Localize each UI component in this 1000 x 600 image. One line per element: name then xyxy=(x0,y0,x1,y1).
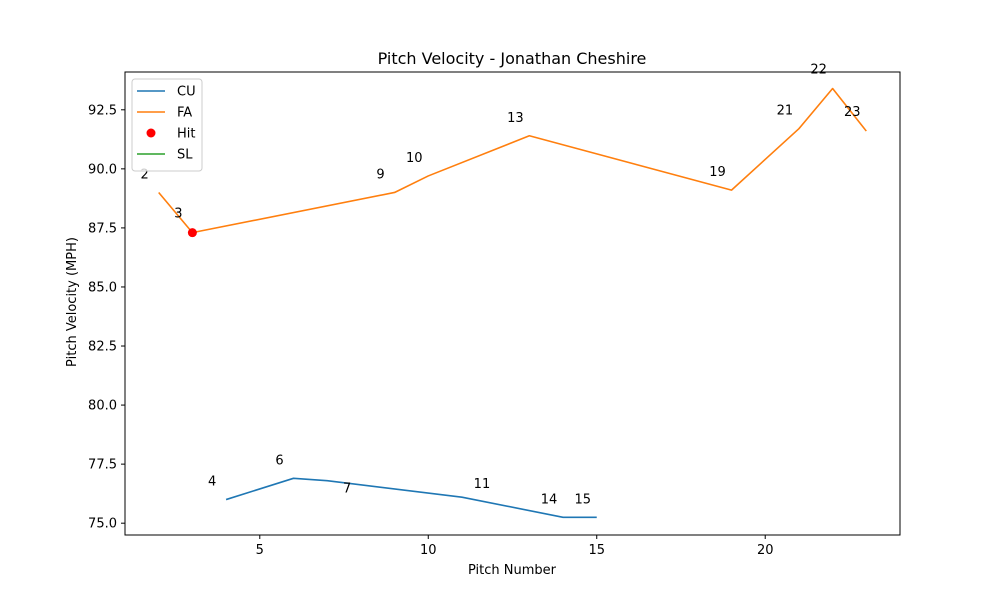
pitch-number-label: 23 xyxy=(844,105,861,120)
pitch-number-label: 14 xyxy=(541,492,558,507)
pitch-number-label: 22 xyxy=(810,63,827,78)
series-line-cu xyxy=(225,477,597,519)
y-axis-label: Pitch Velocity (MPH) xyxy=(65,237,80,367)
y-tick-label: 92.5 xyxy=(88,103,117,118)
pitch-number-label: 13 xyxy=(507,111,524,126)
y-tick-label: 90.0 xyxy=(88,162,117,177)
y-tick-label: 85.0 xyxy=(88,280,117,295)
y-tick-label: 77.5 xyxy=(88,458,117,473)
pitch-number-label: 3 xyxy=(174,207,182,222)
legend-box xyxy=(131,78,203,172)
chart-title: Pitch Velocity - Jonathan Cheshire xyxy=(378,49,647,68)
x-axis-label: Pitch Number xyxy=(468,563,557,578)
pitch-number-label: 7 xyxy=(343,482,351,497)
legend-label-fa: FA xyxy=(177,106,192,121)
legend-marker-hit xyxy=(146,128,156,138)
x-tick-label: 5 xyxy=(256,543,264,558)
y-tick-label: 82.5 xyxy=(88,340,117,355)
x-tick-label: 20 xyxy=(757,543,774,558)
axes-frame xyxy=(124,71,901,536)
pitch-number-label: 6 xyxy=(275,453,283,468)
y-tick-label: 87.5 xyxy=(88,221,117,236)
x-tick-label: 10 xyxy=(420,543,437,558)
pitch-number-label: 21 xyxy=(777,104,794,119)
x-tick-label: 15 xyxy=(588,543,605,558)
series-line-fa xyxy=(158,87,867,234)
pitch-number-label: 19 xyxy=(709,165,726,180)
pitch-number-label: 4 xyxy=(208,475,216,490)
legend-label-cu: CU xyxy=(177,85,196,100)
pitch-number-label: 2 xyxy=(141,167,149,182)
plot-area: 5 10 15 20 75.0 77.5 80.0 82.5 85.0 87.5 90.0 92.5 4… xyxy=(88,63,901,558)
legend: CU FA Hit SL xyxy=(131,78,203,172)
pitch-number-label: 11 xyxy=(474,477,491,492)
pitch-number-label: 9 xyxy=(376,167,384,182)
y-tick-label: 75.0 xyxy=(88,517,117,532)
pitch-number-label: 10 xyxy=(406,151,423,166)
legend-label-sl: SL xyxy=(177,148,193,163)
pitch-number-label: 15 xyxy=(574,492,591,507)
hit-marker xyxy=(187,228,197,238)
y-tick-label: 80.0 xyxy=(88,399,117,414)
legend-label-hit: Hit xyxy=(177,127,195,142)
